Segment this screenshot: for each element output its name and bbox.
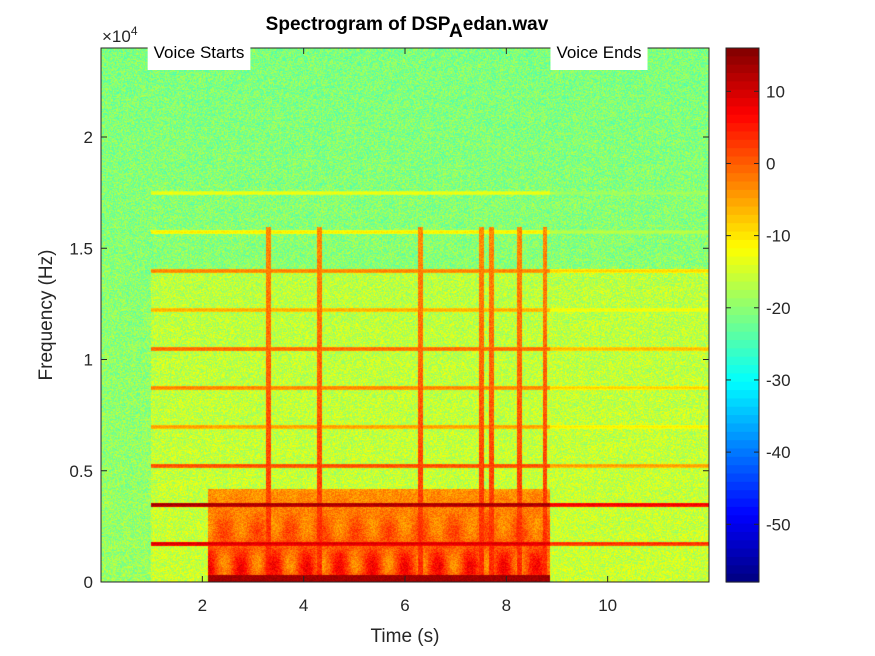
colorbar-swatch [726, 482, 759, 491]
colorbar-swatch [726, 499, 759, 508]
colorbar-swatch [726, 382, 759, 391]
colorbar-swatch [726, 474, 759, 483]
colorbar-swatch [726, 265, 759, 274]
colorbar-swatch [726, 373, 759, 382]
colorbar-swatch [726, 449, 759, 458]
annotation-text: Voice Starts [154, 43, 245, 62]
chart-title: Spectrogram of DSPAedan.wav [266, 14, 549, 42]
colorbar-swatch [726, 173, 759, 182]
colorbar-swatch [726, 156, 759, 165]
x-tick-label: 10 [598, 596, 617, 615]
voice-starts-annotation: Voice Starts [148, 40, 251, 70]
colorbar-swatch [726, 290, 759, 299]
colorbar-swatch [726, 332, 759, 341]
colorbar-tick-label: 0 [766, 154, 775, 173]
colorbar-swatch [726, 223, 759, 232]
x-tick-label: 8 [502, 596, 511, 615]
colorbar-swatch [726, 48, 759, 57]
colorbar-swatch [726, 365, 759, 374]
colorbar-swatch [726, 490, 759, 499]
y-axis-multiplier: ×104 [102, 24, 138, 46]
colorbar-tick-label: -30 [766, 371, 791, 390]
colorbar-swatch [726, 398, 759, 407]
y-tick-label: 0.5 [69, 462, 93, 481]
colorbar-swatch [726, 215, 759, 224]
colorbar-tick-label: 10 [766, 82, 785, 101]
annotation-text: Voice Ends [556, 43, 641, 62]
colorbar: 10 0 -10 -20 -30 -40 -50 [726, 48, 791, 583]
colorbar-swatch [726, 549, 759, 558]
colorbar-swatch [726, 524, 759, 533]
colorbar-swatch [726, 73, 759, 82]
colorbar-swatch [726, 507, 759, 516]
colorbar-swatch [726, 198, 759, 207]
colorbar-swatch [726, 407, 759, 416]
colorbar-swatch [726, 357, 759, 366]
y-axis-label: Frequency (Hz) [36, 250, 57, 381]
colorbar-swatch [726, 257, 759, 266]
colorbar-swatch [726, 340, 759, 349]
colorbar-swatch [726, 282, 759, 291]
colorbar-swatch [726, 432, 759, 441]
colorbar-swatch [726, 557, 759, 566]
y-tick-label: 2 [84, 128, 93, 147]
colorbar-swatch [726, 348, 759, 357]
colorbar-tick-label: -50 [766, 515, 791, 534]
colorbar-swatch [726, 190, 759, 199]
colorbar-swatch [726, 532, 759, 541]
colorbar-swatch [726, 323, 759, 332]
y-tick-label: 0 [84, 573, 93, 592]
x-tick-label: 4 [299, 596, 308, 615]
colorbar-swatch [726, 106, 759, 115]
colorbar-swatch [726, 457, 759, 466]
x-tick-label: 6 [400, 596, 409, 615]
spectrogram-image [101, 48, 709, 582]
x-axis-label: Time (s) [371, 626, 440, 647]
colorbar-swatch [726, 315, 759, 324]
colorbar-swatch [726, 515, 759, 524]
colorbar-swatch [726, 131, 759, 140]
colorbar-tick-label: -20 [766, 299, 791, 318]
colorbar-tick-label: -40 [766, 443, 791, 462]
colorbar-swatch [726, 56, 759, 65]
colorbar-swatch [726, 123, 759, 132]
spectrogram-heatmap [101, 48, 709, 582]
x-tick-label: 2 [198, 596, 207, 615]
colorbar-swatch [726, 565, 759, 574]
voice-ends-annotation: Voice Ends [550, 40, 647, 70]
colorbar-swatch [726, 574, 759, 583]
colorbar-tick-label: -10 [766, 227, 791, 246]
colorbar-swatch [726, 148, 759, 157]
colorbar-swatch [726, 165, 759, 174]
colorbar-swatch [726, 415, 759, 424]
colorbar-swatch [726, 140, 759, 149]
colorbar-swatch [726, 248, 759, 257]
y-tick-label: 1.5 [69, 239, 93, 258]
colorbar-swatch [726, 540, 759, 549]
colorbar-swatch [726, 207, 759, 216]
y-tick-label: 1 [84, 351, 93, 370]
colorbar-swatch [726, 182, 759, 191]
colorbar-swatch [726, 423, 759, 432]
colorbar-swatch [726, 115, 759, 124]
colorbar-swatch [726, 81, 759, 90]
colorbar-swatch [726, 273, 759, 282]
colorbar-swatch [726, 240, 759, 249]
colorbar-swatch [726, 65, 759, 74]
colorbar-swatch [726, 440, 759, 449]
colorbar-swatch [726, 465, 759, 474]
colorbar-swatch [726, 298, 759, 307]
colorbar-swatch [726, 390, 759, 399]
colorbar-swatch [726, 98, 759, 107]
